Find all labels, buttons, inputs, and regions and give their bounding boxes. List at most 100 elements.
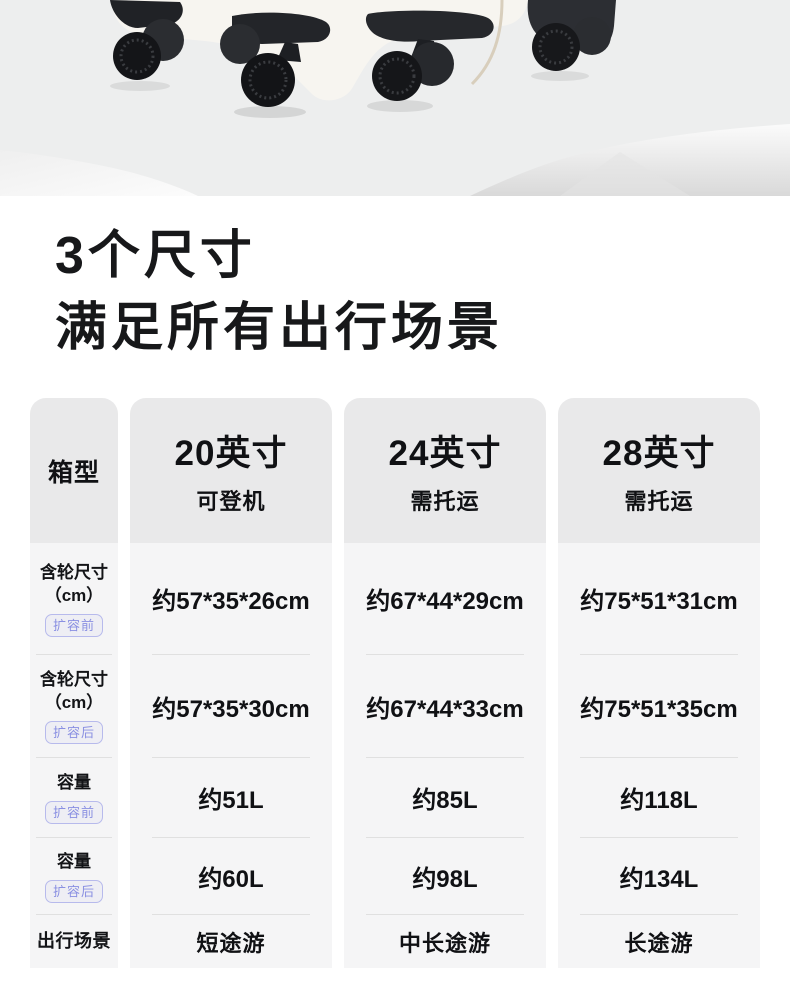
wheel-shadow xyxy=(110,81,170,91)
cell-value: 约57*35*26cm xyxy=(152,588,310,615)
label-column-body: 含轮尺寸 （cm） 扩容前 含轮尺寸 （cm） 扩容后 容量 扩容前 容量 xyxy=(30,543,118,968)
cell-value: 约118L xyxy=(620,787,698,814)
expansion-badge: 扩容后 xyxy=(44,879,103,903)
row-divider xyxy=(152,837,310,838)
expansion-badge: 扩容前 xyxy=(44,613,103,637)
shell-piping xyxy=(470,0,504,86)
cell-value: 约67*44*33cm xyxy=(366,695,524,723)
spec-cell: 约75*51*31cm xyxy=(558,543,760,654)
column-title: 28英寸 xyxy=(602,434,716,473)
wheel-bracket xyxy=(365,10,494,42)
column-subtitle: 可登机 xyxy=(196,489,266,514)
row-divider xyxy=(366,757,524,758)
row-label-text: 含轮尺寸 xyxy=(40,562,108,582)
spec-cell: 长途游 xyxy=(558,915,760,968)
wheel-tread xyxy=(538,29,574,65)
spec-cell: 短途游 xyxy=(130,915,332,968)
row-label-text: 容量 xyxy=(57,773,91,792)
row-label-text: （cm） xyxy=(44,693,104,712)
wheel-tread xyxy=(248,60,288,100)
expansion-badge: 扩容后 xyxy=(44,721,103,744)
wheel-tread xyxy=(119,38,155,74)
wheel xyxy=(573,17,611,55)
row-divider xyxy=(36,914,112,915)
row-divider xyxy=(152,914,310,915)
row-divider xyxy=(36,757,112,758)
wheel-shadow xyxy=(531,71,589,81)
wheel-shadow xyxy=(234,106,306,118)
spec-cell: 约51L xyxy=(130,758,332,837)
section-title-line1: 3个尺寸 xyxy=(55,227,256,285)
column-body: 约75*51*31cm 约75*51*35cm 约118L 约134L 长途游 xyxy=(558,543,760,968)
row-label-size-before: 含轮尺寸 （cm） 扩容前 xyxy=(30,543,118,654)
row-label-capacity-after: 容量 扩容后 xyxy=(30,838,118,914)
row-divider xyxy=(580,757,738,758)
row-divider xyxy=(36,654,112,655)
rock-right-facet xyxy=(560,152,690,196)
spec-column-24inch: 24英寸 需托运 约67*44*29cm 约67*44*33cm 约85L 约9… xyxy=(344,398,546,968)
cell-value: 约60L xyxy=(198,865,264,893)
row-divider xyxy=(580,837,738,838)
row-divider xyxy=(152,757,310,758)
cell-value: 约75*51*35cm xyxy=(580,695,738,723)
row-divider xyxy=(580,914,738,915)
spec-cell: 约75*51*35cm xyxy=(558,655,760,757)
row-label-capacity-before: 容量 扩容前 xyxy=(30,758,118,837)
spec-cell: 约98L xyxy=(344,838,546,914)
expansion-badge: 扩容前 xyxy=(44,801,103,824)
row-divider xyxy=(366,654,524,655)
column-header-20inch: 20英寸 可登机 xyxy=(130,398,332,543)
cell-value: 约67*44*29cm xyxy=(366,588,524,615)
spec-column-20inch: 20英寸 可登机 约57*35*26cm 约57*35*30cm 约51L 约6… xyxy=(130,398,332,968)
row-divider xyxy=(580,654,738,655)
spec-column-28inch: 28英寸 需托运 约75*51*31cm 约75*51*35cm 约118L 约… xyxy=(558,398,760,968)
column-body: 约67*44*29cm 约67*44*33cm 约85L 约98L 中长途游 xyxy=(344,543,546,968)
row-label-scenario: 出行场景 xyxy=(30,915,118,968)
row-label-text: 出行场景 xyxy=(37,931,111,951)
cell-value: 约75*51*31cm xyxy=(580,588,738,615)
section-title-line2: 满足所有出行场景 xyxy=(55,299,504,357)
wheel xyxy=(532,23,580,71)
spec-cell: 约57*35*30cm xyxy=(130,655,332,757)
wheel xyxy=(113,32,161,80)
row-divider xyxy=(36,837,112,838)
spec-cell: 约118L xyxy=(558,758,760,837)
cell-value: 约85L xyxy=(412,787,478,814)
row-label-text: 含轮尺寸 xyxy=(40,670,108,689)
rock-left xyxy=(0,150,198,196)
spec-cell: 中长途游 xyxy=(344,915,546,968)
wheel-shadow xyxy=(367,100,433,112)
column-title: 24英寸 xyxy=(388,434,502,473)
suitcase-wheels-illustration xyxy=(0,0,790,196)
column-title: 20英寸 xyxy=(174,434,288,473)
cell-value: 约51L xyxy=(198,787,264,814)
wheel-stem xyxy=(277,42,301,62)
column-subtitle: 需托运 xyxy=(624,489,694,514)
cell-value: 约57*35*30cm xyxy=(152,695,310,723)
row-divider xyxy=(152,654,310,655)
cell-value: 约98L xyxy=(412,865,478,893)
column-body: 约57*35*26cm 约57*35*30cm 约51L 约60L 短途游 xyxy=(130,543,332,968)
column-header-24inch: 24英寸 需托运 xyxy=(344,398,546,543)
spec-label-column: 箱型 含轮尺寸 （cm） 扩容前 含轮尺寸 （cm） 扩容后 容量 扩容前 xyxy=(30,398,118,968)
row-label-text: 容量 xyxy=(57,851,91,871)
wheel-tread xyxy=(378,57,416,95)
size-comparison-table: 箱型 含轮尺寸 （cm） 扩容前 含轮尺寸 （cm） 扩容后 容量 扩容前 xyxy=(30,398,760,968)
product-photo xyxy=(0,0,790,196)
row-label-size-after: 含轮尺寸 （cm） 扩容后 xyxy=(30,655,118,757)
column-header-28inch: 28英寸 需托运 xyxy=(558,398,760,543)
row-label-text: （cm） xyxy=(44,585,104,605)
spec-cell: 约67*44*33cm xyxy=(344,655,546,757)
spec-cell: 约67*44*29cm xyxy=(344,543,546,654)
wheel xyxy=(220,24,260,64)
spec-cell: 约57*35*26cm xyxy=(130,543,332,654)
cell-value: 约134L xyxy=(619,865,699,893)
cell-value: 长途游 xyxy=(624,930,694,956)
cell-value: 短途游 xyxy=(196,930,266,956)
spec-cell: 约60L xyxy=(130,838,332,914)
corner-label: 箱型 xyxy=(47,458,100,487)
table-corner-header: 箱型 xyxy=(30,398,118,543)
cell-value: 中长途游 xyxy=(398,930,491,956)
column-subtitle: 需托运 xyxy=(410,489,480,514)
